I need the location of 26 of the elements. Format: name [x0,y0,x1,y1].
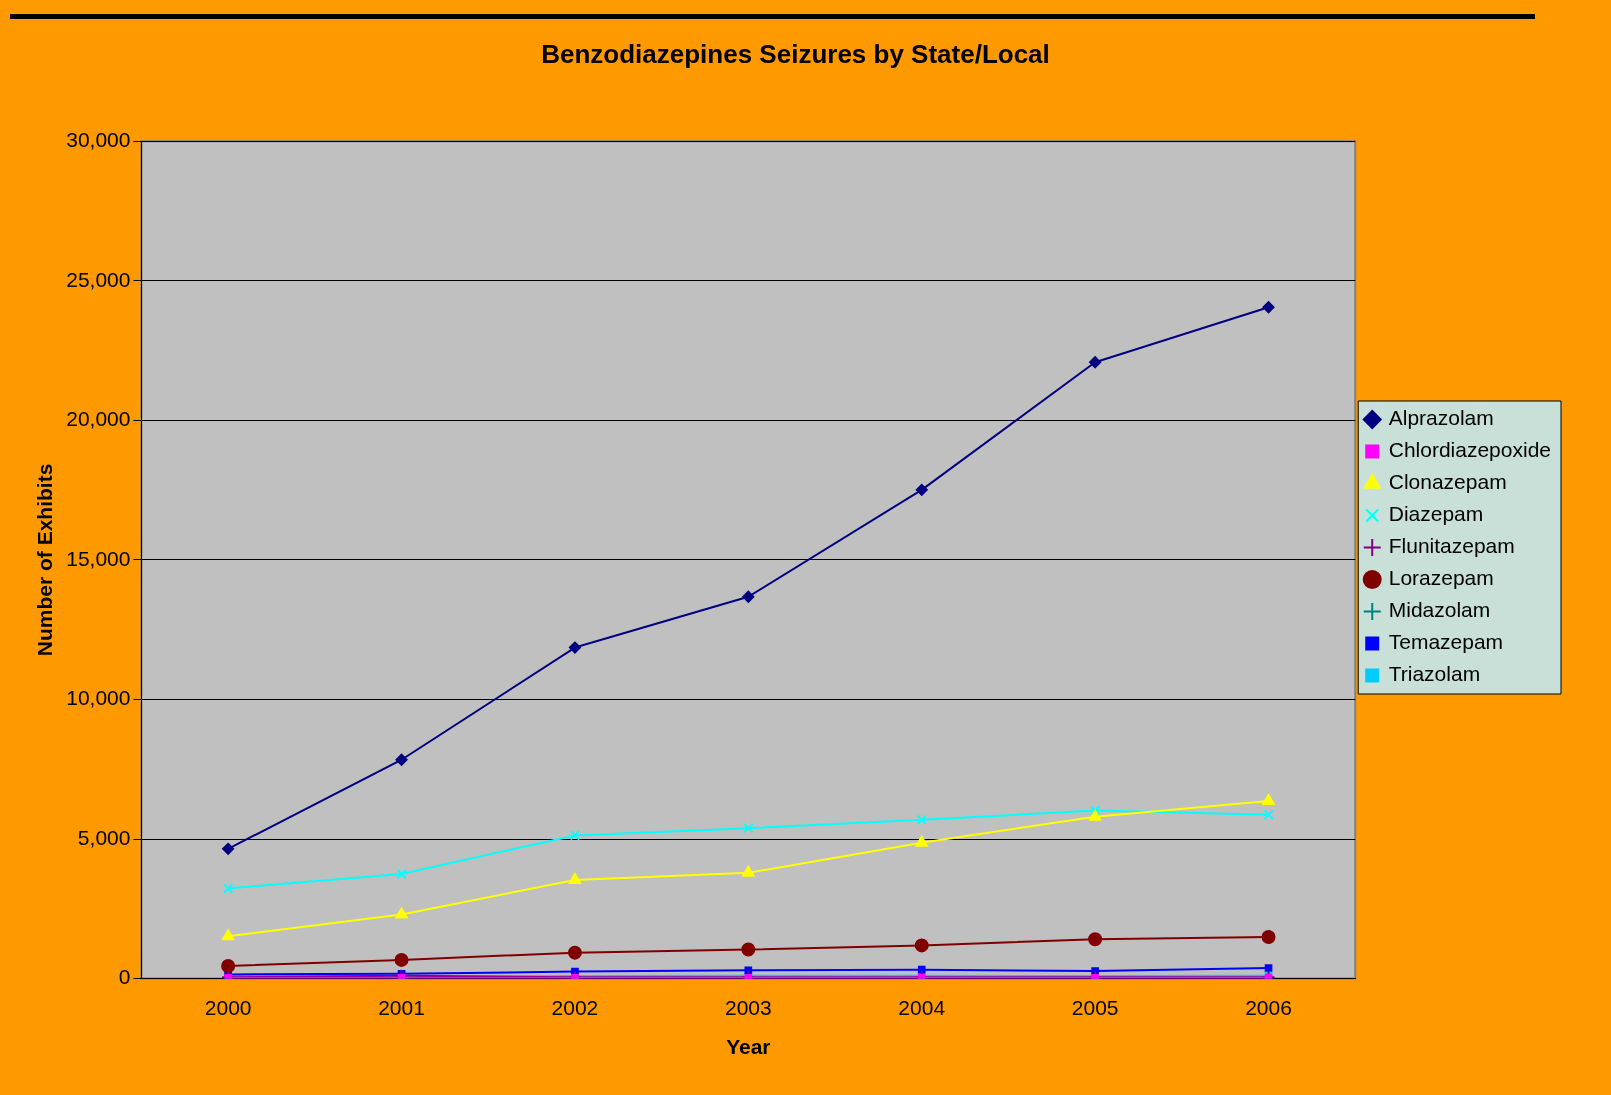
legend-label: Diazepam [1388,502,1484,526]
legend-label: Flunitazepam [1388,534,1515,558]
legend-label: Chlordiazepoxide [1388,438,1552,462]
y-tick-label: 15,000 [66,546,131,570]
y-tick-label: 10,000 [66,686,131,710]
y-tick-label: 30,000 [66,128,131,151]
y-axis-title: Number of Exhibits [33,463,57,657]
y-tick-label: 20,000 [66,407,131,431]
legend-label: Temazepam [1388,630,1504,654]
legend-label: Clonazepam [1388,470,1507,494]
x-axis-title: Year [726,1035,771,1059]
x-tick-label: 2006 [1245,996,1292,1019]
x-tick-label: 2001 [378,996,425,1019]
x-tick-label: 2000 [204,996,252,1019]
y-tick-label: 25,000 [66,267,131,291]
legend-label: Midazolam [1388,598,1491,622]
y-tick-label: 5,000 [77,825,131,849]
x-tick-label: 2004 [898,996,946,1019]
x-tick-label: 2002 [551,996,599,1019]
x-tick-label: 2003 [724,996,772,1019]
x-tick-label: 2005 [1071,996,1119,1019]
chart-title: Benzodiazepines Seizures by State/Local [541,38,1050,69]
y-tick-label: 0 [118,965,131,989]
legend-label: Triazolam [1388,662,1481,686]
legend-label: Alprazolam [1388,406,1494,430]
legend-label: Lorazepam [1388,566,1494,590]
